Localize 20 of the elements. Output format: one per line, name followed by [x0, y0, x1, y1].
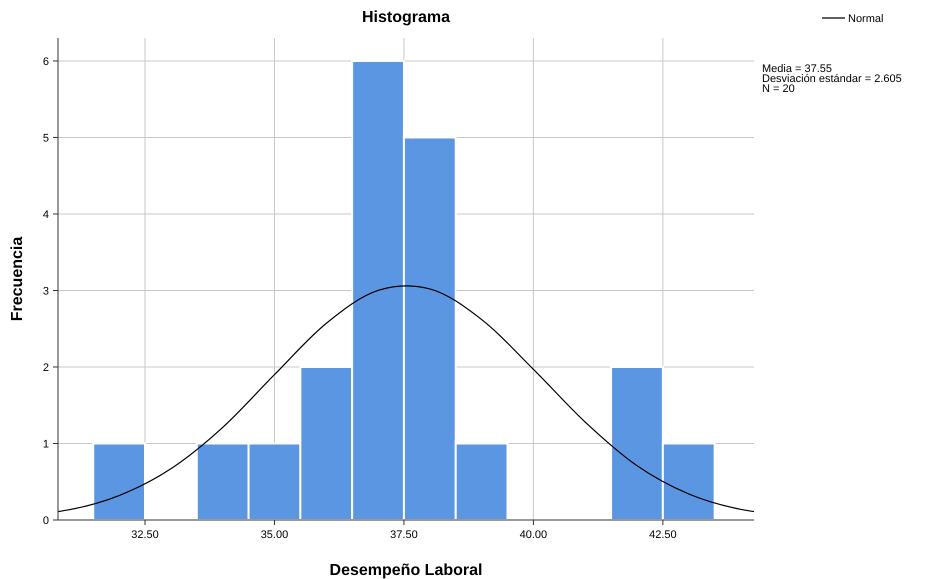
y-axis-title: Frecuencia	[9, 236, 26, 322]
legend-label: Normal	[848, 12, 884, 25]
y-tick-label: 2	[42, 362, 49, 374]
text: N = 20	[762, 83, 795, 95]
x-tick-label: 40.00	[520, 529, 548, 541]
y-tick-label: 4	[42, 208, 49, 221]
x-tick-label: 32.50	[131, 529, 159, 541]
y-tick-label: 1	[42, 438, 49, 450]
line-series	[57, 285, 755, 512]
x-axis-title: Desempeño Laboral	[330, 562, 482, 579]
chart-title: Histograma	[362, 9, 450, 26]
y-tick-label: 0	[42, 514, 49, 527]
y-tick-label: 3	[42, 285, 49, 298]
text: Media = 37.55	[762, 63, 832, 75]
y-tick-label: 6	[42, 56, 49, 68]
y-tick-label: 5	[42, 132, 49, 144]
x-tick-label: 35.00	[260, 529, 288, 541]
x-tick-label: 42.50	[649, 529, 677, 541]
x-tick-label: 37.50	[390, 529, 418, 541]
text: Desviación estándar = 2.605	[762, 73, 902, 85]
